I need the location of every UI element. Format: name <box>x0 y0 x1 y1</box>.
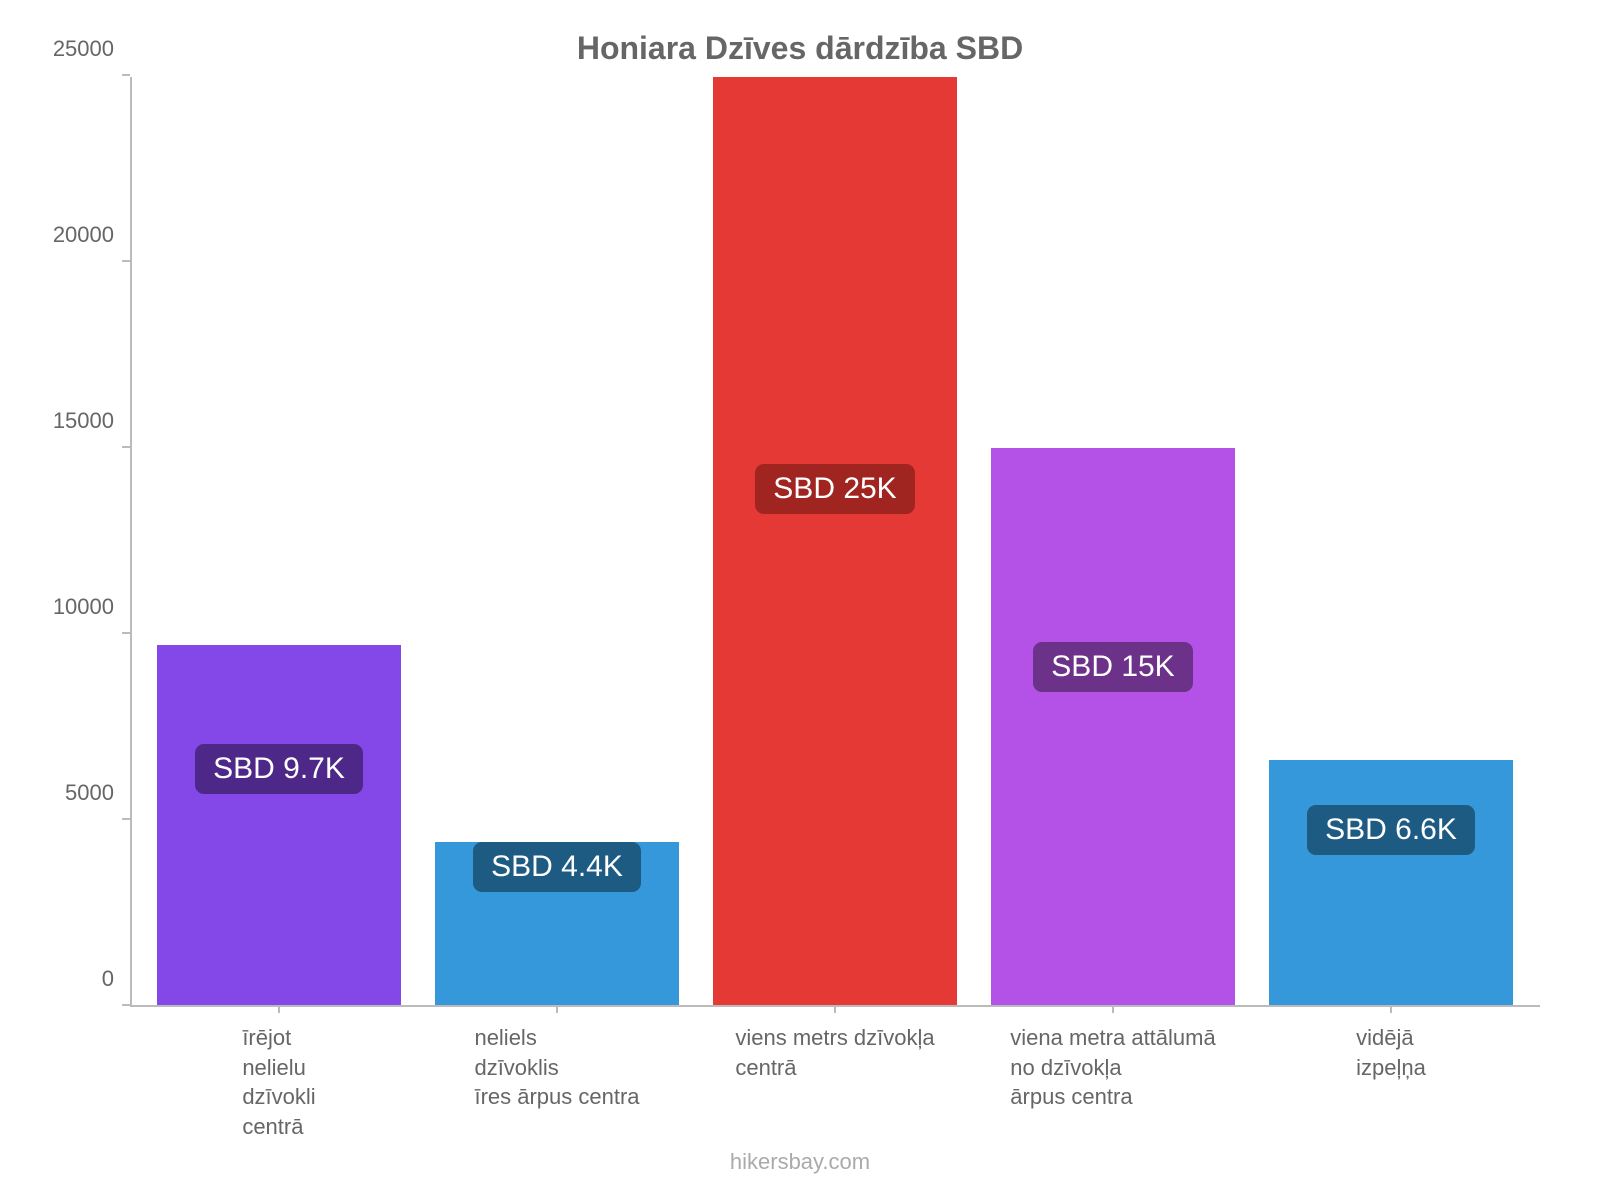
bar-slot: SBD 4.4K <box>418 77 696 1005</box>
x-label-slot: īrējot nelielu dzīvokli centrā <box>140 1023 418 1142</box>
y-tick-mark <box>122 1004 130 1006</box>
y-tick-label: 25000 <box>53 36 130 62</box>
x-label: viena metra attālumā no dzīvokļa ārpus c… <box>1010 1023 1215 1142</box>
plot-area: SBD 9.7KSBD 4.4KSBD 25KSBD 15KSBD 6.6K 0… <box>130 77 1540 1007</box>
x-label-slot: viena metra attālumā no dzīvokļa ārpus c… <box>974 1023 1252 1142</box>
bar: SBD 25K <box>713 77 958 1005</box>
x-label-slot: vidējā izpeļņa <box>1252 1023 1530 1142</box>
bar: SBD 15K <box>991 448 1236 1005</box>
chart-container: Honiara Dzīves dārdzība SBD SBD 9.7KSBD … <box>0 0 1600 1200</box>
x-tick-mark <box>556 1005 558 1013</box>
x-label: neliels dzīvoklis īres ārpus centra <box>474 1023 639 1142</box>
bar-slot: SBD 15K <box>974 77 1252 1005</box>
bar-value-badge: SBD 9.7K <box>195 744 363 794</box>
x-label-slot: viens metrs dzīvokļa centrā <box>696 1023 974 1142</box>
x-tick-mark <box>1112 1005 1114 1013</box>
y-tick-label: 5000 <box>65 780 130 806</box>
x-label-slot: neliels dzīvoklis īres ārpus centra <box>418 1023 696 1142</box>
chart-title: Honiara Dzīves dārdzība SBD <box>40 30 1560 67</box>
x-label: īrējot nelielu dzīvokli centrā <box>242 1023 315 1142</box>
y-tick-mark <box>122 260 130 262</box>
bar-slot: SBD 9.7K <box>140 77 418 1005</box>
x-label: viens metrs dzīvokļa centrā <box>735 1023 934 1142</box>
y-tick-label: 20000 <box>53 222 130 248</box>
x-tick-mark <box>1390 1005 1392 1013</box>
attribution: hikersbay.com <box>0 1149 1600 1175</box>
bar-value-badge: SBD 6.6K <box>1307 805 1475 855</box>
bar-value-badge: SBD 25K <box>755 464 914 514</box>
bar: SBD 6.6K <box>1269 760 1514 1005</box>
bar: SBD 4.4K <box>435 842 680 1005</box>
y-tick-mark <box>122 632 130 634</box>
bar-slot: SBD 25K <box>696 77 974 1005</box>
y-tick-label: 10000 <box>53 594 130 620</box>
bar-value-badge: SBD 4.4K <box>473 842 641 892</box>
bar-slot: SBD 6.6K <box>1252 77 1530 1005</box>
x-tick-mark <box>834 1005 836 1013</box>
x-labels-row: īrējot nelielu dzīvokli centrā neliels dz… <box>130 1023 1540 1142</box>
bars-row: SBD 9.7K SBD 4.4K SBD 25K SBD 15K SBD 6.6K <box>130 77 1540 1005</box>
y-tick-label: 15000 <box>53 408 130 434</box>
bar: SBD 9.7K <box>157 645 402 1005</box>
x-label: vidējā izpeļņa <box>1356 1023 1426 1142</box>
y-tick-label: 0 <box>102 966 130 992</box>
x-tick-mark <box>278 1005 280 1013</box>
y-tick-mark <box>122 818 130 820</box>
y-tick-mark <box>122 74 130 76</box>
y-tick-mark <box>122 446 130 448</box>
bar-value-badge: SBD 15K <box>1033 642 1192 692</box>
